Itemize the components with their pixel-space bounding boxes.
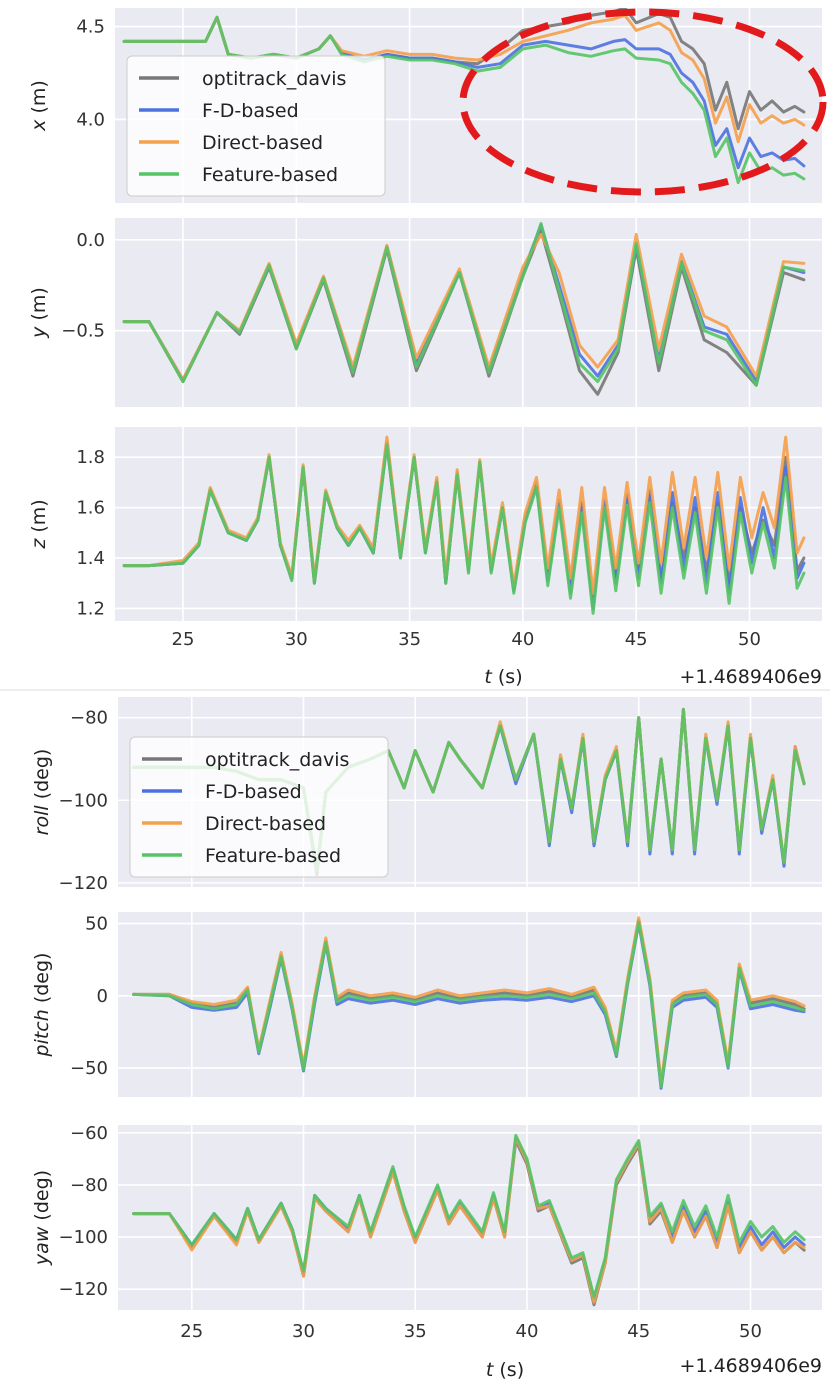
series-line-feature-based [132, 1133, 806, 1299]
y-tick-label: −100 [59, 1227, 108, 1248]
series-line-feature-based [122, 222, 806, 387]
x-offset-text: +1.4689406e9 [680, 1355, 822, 1377]
axes-background [115, 218, 822, 407]
y-tick-label: 1.4 [76, 548, 105, 569]
legend: optitrack_davis F-D-based Direct-based Feat… [129, 736, 389, 878]
x-tick-label: 40 [511, 629, 534, 650]
legend-label-optitrack-davis: optitrack_davis [202, 68, 346, 90]
series-group [132, 916, 806, 1090]
legend-label-direct-based: Direct-based [202, 132, 323, 154]
x-tick-label: 35 [404, 1321, 427, 1342]
legend-label-feature-based: Feature-based [202, 164, 338, 186]
x-axis-label: t (s) [486, 1359, 524, 1379]
series-group [132, 1133, 806, 1307]
series-group [122, 222, 806, 396]
y-axis-label: x (m) [28, 80, 50, 132]
legend: optitrack_davis F-D-based Direct-based Feat… [126, 55, 386, 197]
y-tick-label: 0 [97, 986, 108, 1007]
legend-label-f-d-based: F-D-based [202, 100, 299, 122]
y-axis-label: pitch (deg) [31, 953, 53, 1058]
y-tick-label: 4.0 [76, 109, 105, 130]
x-tick-label: 50 [738, 629, 761, 650]
legend-box [126, 55, 386, 197]
y-axis-label: roll (deg) [31, 749, 53, 836]
subplot-yaw: −60 −80 −100 −120 yaw (deg) [31, 1123, 822, 1310]
y-tick-label: −80 [70, 1175, 108, 1196]
x-tick-label: 35 [398, 629, 421, 650]
legend-label-direct-based: Direct-based [205, 813, 326, 835]
series-group [122, 435, 806, 615]
series-line-feature-based [132, 920, 806, 1089]
y-tick-label: 0.0 [76, 230, 105, 251]
figure-panel-bottom: −80 −100 −120 roll (deg) optitrack_davis F-D-… [31, 697, 822, 1379]
subplot-z: 1.2 1.4 1.6 1.8 z (m) [28, 427, 822, 621]
x-tick-label: 40 [516, 1321, 539, 1342]
y-tick-label: −60 [70, 1123, 108, 1144]
y-tick-label: 1.8 [76, 447, 105, 468]
figure-panel-top: 4.0 4.5 x (m) optitrack_davis F-D-based Direc… [0, 8, 830, 691]
x-tick-label: 25 [180, 1321, 203, 1342]
y-axis-label: z (m) [28, 499, 50, 549]
series-line-feature-based [122, 443, 806, 615]
x-tick-label: 45 [627, 1321, 650, 1342]
subplot-y: 0.0 −0.5 y (m) [28, 218, 822, 407]
legend-label-f-d-based: F-D-based [205, 781, 302, 803]
y-tick-label: 4.5 [76, 17, 105, 38]
y-tick-label: −50 [70, 1058, 108, 1079]
x-tick-label: 30 [285, 629, 308, 650]
highlight-ellipse [459, 8, 827, 196]
y-tick-label: −80 [70, 708, 108, 729]
x-tick-label: 25 [172, 629, 195, 650]
axes-background [115, 427, 822, 621]
x-axis-label: t (s) [484, 666, 522, 688]
y-tick-label: 50 [85, 914, 108, 935]
legend-box [129, 736, 389, 878]
y-tick-label: 1.6 [76, 498, 105, 519]
y-axis-label: y (m) [28, 287, 50, 339]
y-tick-label: −100 [59, 790, 108, 811]
y-tick-label: 1.2 [76, 598, 105, 619]
legend-label-feature-based: Feature-based [205, 845, 341, 867]
subplot-x: 4.0 4.5 x (m) optitrack_davis F-D-based Direc… [28, 8, 827, 203]
y-axis-label: yaw (deg) [31, 1170, 53, 1266]
legend-label-optitrack-davis: optitrack_davis [205, 749, 349, 771]
y-tick-label: −120 [59, 1279, 108, 1300]
y-tick-label: −120 [59, 873, 108, 894]
x-offset-text: +1.4689406e9 [680, 666, 822, 688]
x-tick-label: 30 [292, 1321, 315, 1342]
y-tick-label: −0.5 [61, 321, 105, 342]
x-tick-label: 45 [625, 629, 648, 650]
subplot-pitch: 50 0 −50 pitch (deg) [31, 912, 822, 1097]
x-tick-label: 50 [739, 1321, 762, 1342]
subplot-roll: −80 −100 −120 roll (deg) optitrack_davis F-D-… [31, 697, 822, 894]
